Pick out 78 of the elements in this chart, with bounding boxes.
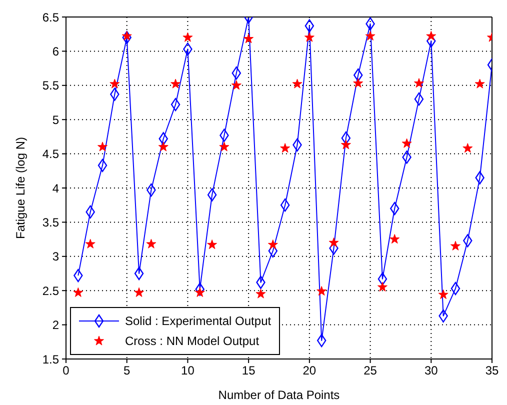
- point: [354, 68, 363, 82]
- point: [390, 234, 400, 244]
- point: [341, 131, 351, 145]
- point: [365, 30, 376, 40]
- point: [280, 143, 290, 153]
- point: [194, 287, 205, 297]
- point: [414, 92, 424, 106]
- y-tick-label: 2.5: [42, 284, 60, 298]
- point: [110, 88, 120, 101]
- legend-label: Cross : NN Model Output: [125, 334, 260, 348]
- point: [134, 287, 144, 297]
- x-tick-label: 0: [62, 364, 70, 378]
- point: [146, 238, 156, 248]
- x-tick-label: 35: [485, 364, 499, 378]
- y-tick-label: 5.5: [42, 78, 60, 93]
- y-tick-label: 6: [52, 44, 60, 58]
- y-tick-label: 6.5: [42, 10, 60, 24]
- point: [158, 132, 168, 146]
- y-tick-label: 2: [52, 318, 60, 332]
- point: [438, 289, 448, 299]
- y-tick-label: 1.5: [42, 352, 60, 366]
- point: [304, 19, 314, 32]
- point: [219, 142, 230, 152]
- point: [463, 234, 472, 248]
- point: [207, 188, 217, 202]
- point: [110, 78, 120, 88]
- point: [414, 78, 424, 88]
- point: [340, 140, 351, 150]
- point: [462, 143, 473, 153]
- x-tick-label: 5: [124, 364, 131, 378]
- point: [268, 240, 278, 250]
- point: [316, 286, 327, 296]
- point: [402, 150, 412, 164]
- point: [98, 142, 108, 152]
- x-tick-label: 25: [364, 364, 378, 378]
- point: [280, 198, 290, 212]
- point: [256, 288, 266, 298]
- x-tick-label: 20: [302, 364, 316, 378]
- point: [158, 142, 168, 152]
- x-axis-title: Number of Data Points: [218, 388, 340, 402]
- legend-label: Solid : Experimental Output: [125, 314, 272, 328]
- point: [474, 78, 485, 88]
- y-tick-label: 3: [52, 250, 60, 264]
- y-tick-label: 4: [52, 181, 60, 196]
- point: [450, 240, 460, 250]
- point: [475, 171, 484, 184]
- x-tick-label: 15: [242, 364, 256, 378]
- point: [244, 34, 254, 44]
- point: [378, 272, 388, 286]
- point: [256, 276, 266, 289]
- point: [195, 282, 204, 296]
- y-tick-label: 4.5: [42, 147, 60, 162]
- x-tick-label: 10: [181, 364, 195, 378]
- y-tick-label: 5: [52, 112, 60, 127]
- y-axis-title: Fatigue Life (log N): [13, 136, 28, 240]
- point: [85, 238, 96, 248]
- point: [73, 287, 84, 297]
- point: [207, 240, 218, 250]
- point: [231, 80, 242, 90]
- point: [220, 128, 229, 142]
- point: [402, 138, 412, 148]
- point: [122, 30, 132, 40]
- point: [170, 78, 181, 88]
- y-tick-label: 3.5: [42, 215, 60, 230]
- point: [134, 266, 144, 280]
- point: [170, 98, 180, 112]
- point: [426, 30, 436, 40]
- point: [366, 17, 375, 30]
- point: [450, 282, 460, 296]
- point: [183, 42, 192, 56]
- point: [304, 32, 314, 42]
- x-tick-label: 30: [424, 364, 438, 378]
- point: [292, 78, 302, 88]
- point: [353, 78, 364, 88]
- point: [328, 237, 339, 248]
- point: [377, 282, 388, 292]
- point: [98, 158, 108, 172]
- point: [182, 32, 193, 42]
